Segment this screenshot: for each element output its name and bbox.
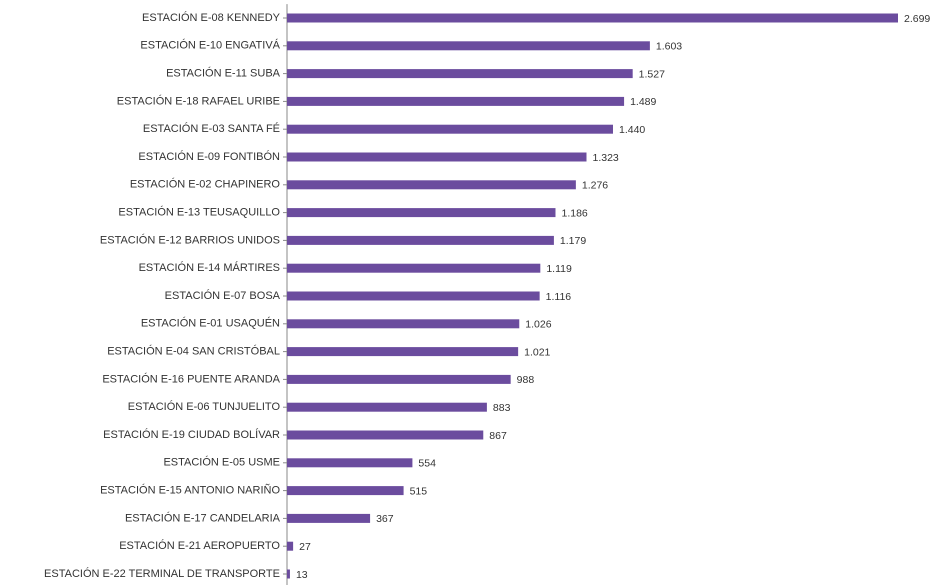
bar (287, 41, 650, 51)
category-label: ESTACIÓN E-10 ENGATIVÁ (140, 39, 280, 52)
value-label: 1.116 (546, 291, 572, 303)
category-label: ESTACIÓN E-12 BARRIOS UNIDOS (100, 233, 280, 246)
bar (287, 402, 487, 412)
category-label: ESTACIÓN E-05 USME (163, 456, 280, 469)
value-label: 1.603 (656, 41, 682, 53)
category-label: ESTACIÓN E-08 KENNEDY (142, 11, 281, 24)
value-label: 1.276 (582, 180, 608, 192)
bar (287, 430, 484, 440)
bar (287, 263, 541, 273)
category-label: ESTACIÓN E-03 SANTA FÉ (143, 122, 280, 135)
bar (287, 347, 519, 357)
category-label: ESTACIÓN E-17 CANDELARIA (125, 511, 281, 524)
bar (287, 374, 511, 384)
value-label: 867 (489, 430, 507, 442)
value-label: 27 (299, 541, 311, 553)
value-label: 367 (376, 513, 394, 525)
bar (287, 124, 613, 134)
value-label: 1.179 (560, 235, 586, 247)
value-label: 1.527 (639, 68, 665, 80)
bar (287, 319, 520, 329)
value-label: 1.186 (561, 207, 587, 219)
bar (287, 291, 540, 301)
category-label: ESTACIÓN E-18 RAFAEL URIBE (117, 94, 280, 107)
bar (287, 208, 556, 218)
category-label: ESTACIÓN E-19 CIUDAD BOLÍVAR (103, 428, 280, 441)
bar (287, 458, 413, 468)
value-label: 515 (410, 485, 428, 497)
category-label: ESTACIÓN E-06 TUNJUELITO (128, 400, 281, 413)
value-label: 1.489 (630, 96, 656, 108)
category-label: ESTACIÓN E-09 FONTIBÓN (138, 150, 280, 163)
category-label: ESTACIÓN E-15 ANTONIO NARIÑO (100, 484, 280, 497)
category-label: ESTACIÓN E-21 AEROPUERTO (119, 539, 280, 552)
category-label: ESTACIÓN E-11 SUBA (166, 67, 281, 80)
category-label: ESTACIÓN E-04 SAN CRISTÓBAL (107, 345, 280, 358)
category-label: ESTACIÓN E-07 BOSA (165, 289, 281, 302)
value-label: 13 (296, 569, 308, 581)
value-label: 1.021 (524, 346, 550, 358)
value-label: 554 (418, 458, 436, 470)
category-label: ESTACIÓN E-13 TEUSAQUILLO (118, 206, 280, 219)
bar (287, 569, 290, 579)
bar (287, 180, 576, 190)
value-label: 2.699 (904, 13, 930, 25)
category-label: ESTACIÓN E-22 TERMINAL DE TRANSPORTE (44, 567, 280, 580)
category-label: ESTACIÓN E-14 MÁRTIRES (139, 261, 280, 274)
bar (287, 13, 898, 23)
bar (287, 513, 371, 523)
value-label: 883 (493, 402, 511, 414)
bar (287, 152, 587, 162)
value-label: 1.119 (546, 263, 572, 275)
value-label: 988 (517, 374, 535, 386)
value-label: 1.026 (525, 319, 551, 331)
value-label: 1.323 (593, 152, 619, 164)
bar (287, 235, 554, 245)
category-label: ESTACIÓN E-02 CHAPINERO (130, 178, 281, 191)
category-label: ESTACIÓN E-16 PUENTE ARANDA (102, 372, 280, 385)
bar (287, 69, 633, 79)
bar (287, 96, 625, 106)
category-label: ESTACIÓN E-01 USAQUÉN (141, 317, 280, 330)
bar (287, 541, 294, 551)
bar (287, 486, 404, 496)
value-label: 1.440 (619, 124, 645, 136)
